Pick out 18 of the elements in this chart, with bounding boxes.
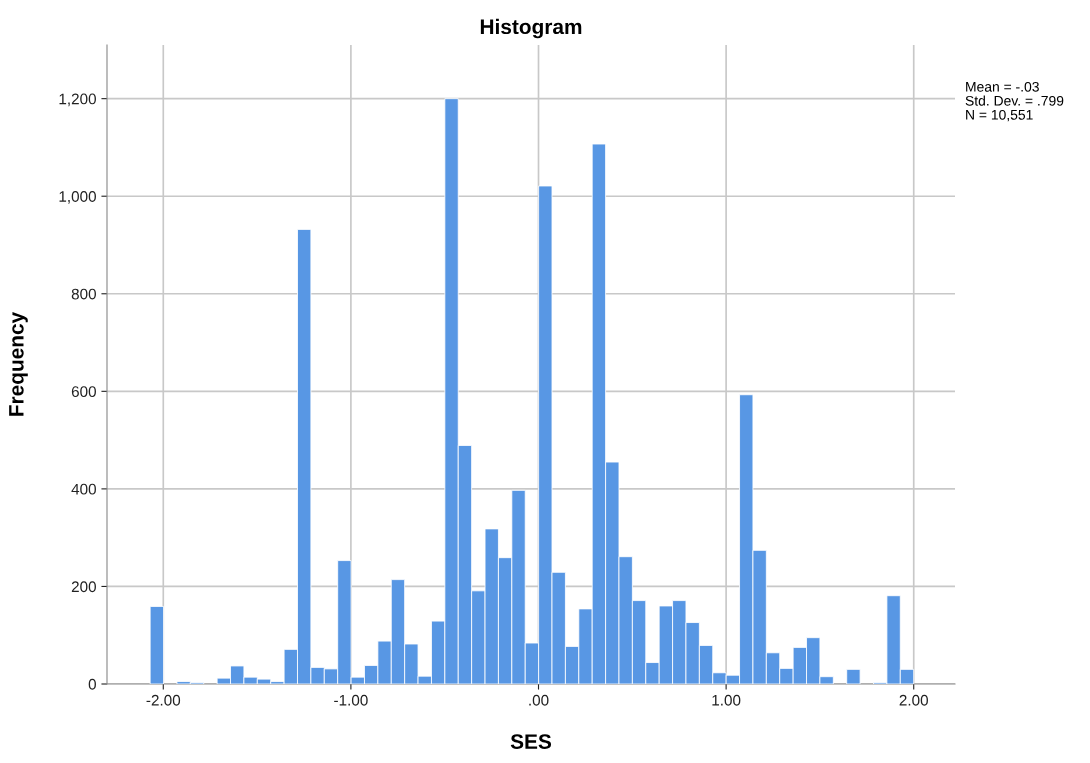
- y-tick-label: 800: [71, 288, 96, 300]
- y-tick-label: 0: [88, 678, 96, 690]
- x-tick-label: .00: [529, 694, 549, 706]
- text: N = 10,551: [966, 109, 1033, 122]
- y-tick-label: 400: [71, 483, 96, 495]
- y-axis-title: Frequency: [9, 311, 28, 416]
- x-tick-label: -1.00: [334, 694, 368, 706]
- x-tick-label: -2.00: [146, 694, 181, 706]
- y-tick-label: 200: [71, 581, 96, 593]
- chart-title: Histogram: [480, 18, 582, 39]
- y-tick-label: 600: [71, 386, 96, 398]
- text: Std. Dev. = .799: [965, 95, 1064, 106]
- y-tick-label: 1,000: [59, 191, 96, 204]
- y-tick-label: 1,200: [59, 93, 96, 107]
- x-tick-label: 1.00: [712, 694, 741, 706]
- x-axis-title: SES: [510, 734, 552, 749]
- text: Mean = -.03: [966, 81, 1039, 92]
- x-tick-label: 2.00: [899, 694, 928, 706]
